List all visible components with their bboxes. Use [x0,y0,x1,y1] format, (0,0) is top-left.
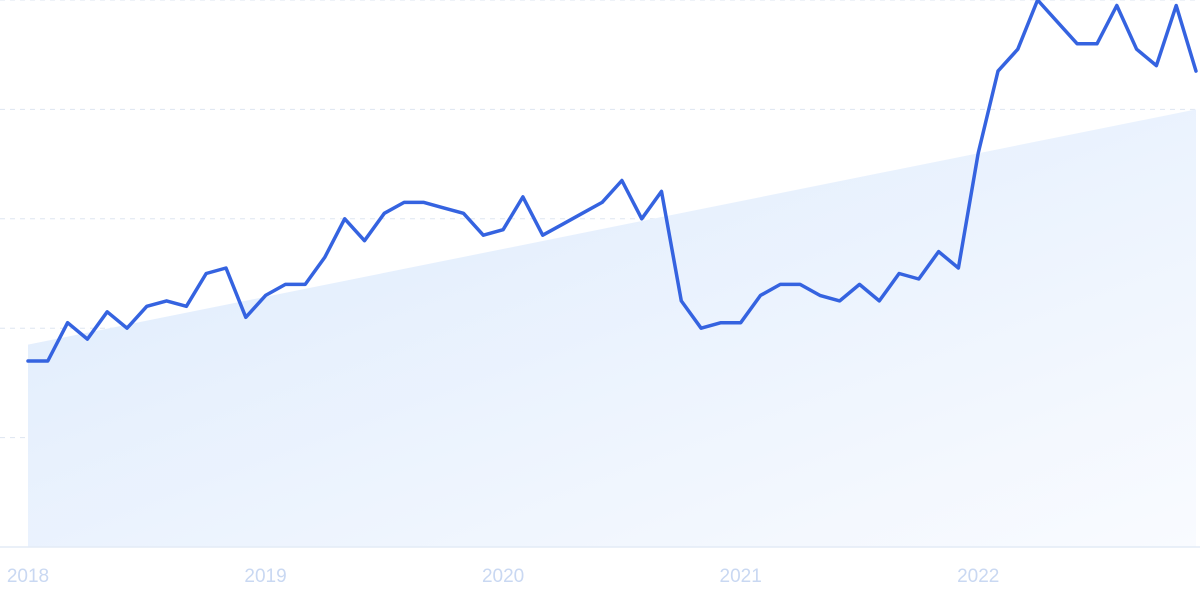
series-line [26,0,1198,363]
x-tick-label: 2022 [957,566,999,587]
trend-area [28,109,1196,548]
x-tick-label: 2020 [482,566,524,587]
x-axis-ticks: 2018 2019 2020 2021 2022 [7,566,1000,587]
x-tick-label: 2019 [244,566,286,587]
x-tick-label: 2018 [7,566,49,587]
x-tick-label: 2021 [720,566,762,587]
